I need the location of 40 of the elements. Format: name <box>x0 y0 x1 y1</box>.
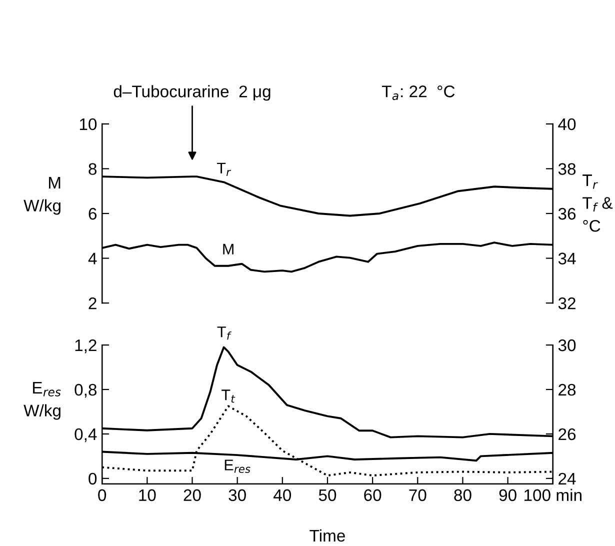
y-tick-label: 8 <box>88 163 97 175</box>
y2-tick-label: 28 <box>558 384 576 396</box>
text: d–Tubocurarine 2 μg <box>114 85 270 101</box>
series-label: T$_{t}$ <box>222 390 236 403</box>
x-tick-label: 0 <box>98 489 106 502</box>
x-tick-label: 40 <box>274 489 292 502</box>
y-tick-label: 0,8 <box>74 384 97 398</box>
series-label: T$_{f}$ <box>217 326 232 340</box>
x-tick-label: 90 <box>499 489 516 502</box>
y-tick-label: 1,2 <box>75 339 96 354</box>
x-tick-label: 80 <box>454 489 472 502</box>
y-tick-label: 6 <box>88 208 96 220</box>
series-label: E$_{res}$ <box>224 460 250 473</box>
x-tick-label: 50 <box>318 489 336 502</box>
series-label: M <box>223 244 234 254</box>
y2-axis-title: T$_{r}$ T$_{f}$ & °C <box>582 174 613 232</box>
y-axis-title: E$_{res}$ W/kg <box>24 382 61 420</box>
y2-tick-label: 36 <box>558 208 576 220</box>
series-label: T$_{r}$ <box>216 162 232 176</box>
y2-tick-label: 26 <box>558 428 576 440</box>
x-tick-label: 30 <box>228 489 246 502</box>
x-tick-label: 60 <box>364 489 382 502</box>
y2-tick-label: 32 <box>558 297 576 310</box>
y2-tick-label: 24 <box>558 472 576 484</box>
y-tick-label: 0 <box>88 472 97 485</box>
x-axis-title: Time <box>310 529 345 542</box>
x-tick-label: 70 <box>409 489 426 502</box>
x-tick-label: 10 <box>139 489 156 502</box>
y-axis-title: M W/kg <box>24 177 60 215</box>
y-tick-label: 0,4 <box>74 428 97 442</box>
y-tick-label: 10 <box>80 118 97 130</box>
y2-tick-label: 34 <box>558 252 576 264</box>
text: T$_{a}$: 22 °C <box>382 86 455 100</box>
y2-tick-label: 30 <box>558 339 576 352</box>
y-tick-label: 2 <box>88 297 96 310</box>
y2-tick-label: 40 <box>558 118 576 130</box>
x-tick-label: 100 min <box>524 488 582 502</box>
y2-tick-label: 38 <box>558 163 576 175</box>
y-tick-label: 4 <box>88 252 97 264</box>
x-tick-label: 20 <box>184 489 201 502</box>
